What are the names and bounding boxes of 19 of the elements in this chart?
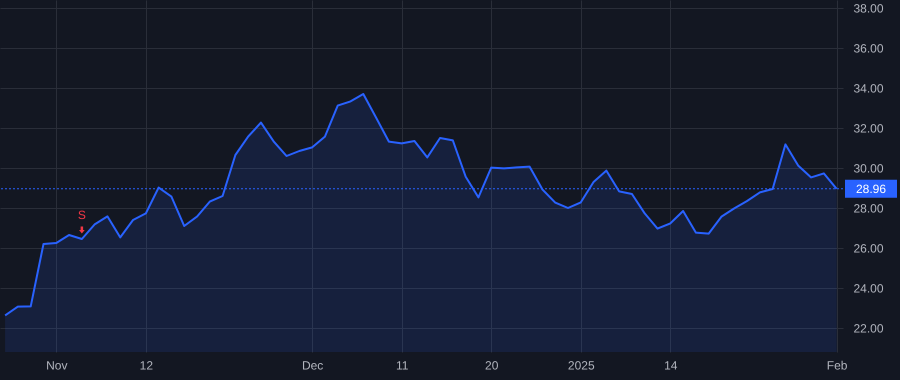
annotation: S bbox=[78, 208, 86, 222]
x-tick-label: 20 bbox=[485, 358, 499, 372]
x-tick-label: Nov bbox=[46, 358, 68, 372]
y-tick-label: 34.00 bbox=[854, 82, 884, 96]
x-tick-label: 11 bbox=[396, 358, 409, 372]
x-tick-label: 14 bbox=[664, 358, 678, 372]
y-tick-label: 24.00 bbox=[854, 282, 884, 296]
y-tick-label: 38.00 bbox=[854, 2, 884, 16]
x-tick-label: 12 bbox=[140, 358, 154, 372]
y-tick-label: 28.00 bbox=[854, 202, 884, 216]
y-tick-label: 32.00 bbox=[854, 122, 884, 136]
x-tick-label: 2025 bbox=[568, 358, 595, 372]
y-tick-label: 22.00 bbox=[854, 322, 884, 336]
x-tick-label: Dec bbox=[302, 358, 324, 372]
y-tick-label: 30.00 bbox=[854, 162, 884, 176]
y-tick-label: 36.00 bbox=[854, 42, 884, 56]
ref-line-label: 28.96 bbox=[856, 182, 886, 196]
x-tick-label: Feb bbox=[826, 358, 848, 372]
y-tick-label: 26.00 bbox=[854, 242, 884, 256]
